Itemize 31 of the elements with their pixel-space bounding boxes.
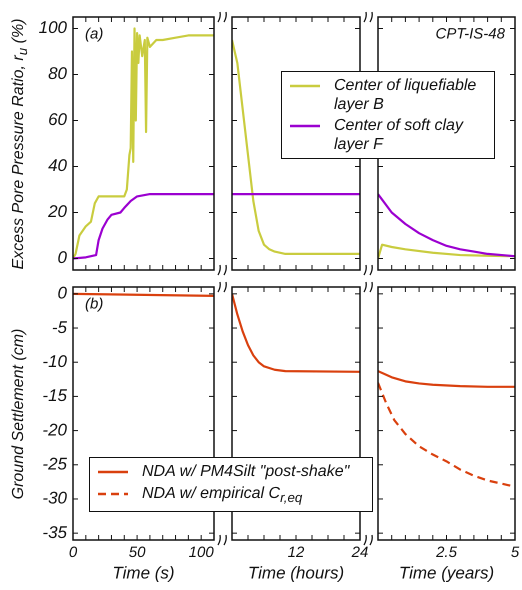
y-tick-label: 20 [47,202,68,222]
y-tick-label: 0 [58,284,68,303]
annotation: (a) [85,26,104,43]
y-tick-label: 60 [48,110,68,130]
x-tick-label: 2.5 [435,544,458,562]
x-axis-title: Time (s) [112,564,175,583]
x-tick-label: 50 [128,544,146,562]
y-tick-label: 80 [48,64,68,84]
y-tick-label: -15 [42,386,68,406]
y-tick-label: 40 [48,156,68,176]
annotation: CPT-IS-48 [436,26,506,43]
x-tick-label: 24 [350,544,368,562]
y-tick-label: -10 [42,352,68,371]
legend-label: Center of liquefiable layer B [334,76,478,114]
y-tick-label: -30 [42,488,68,508]
y-tick-label: -5 [52,318,68,337]
y-tick-label: 0 [58,248,68,268]
y-tick-label: -35 [42,522,68,542]
legend-label: Center of soft clay layer F [334,116,465,154]
legend-label: NDA w/ PM4Silt "post-shake" [142,462,350,481]
x-tick-label: 12 [288,544,305,562]
annotation: (b) [85,296,104,313]
legend-label: NDA w/ empirical C$_{r,eq}$ [142,484,302,508]
x-axis-title: Time (hours) [248,564,344,583]
x-axis-title: Time (years) [398,564,494,583]
y-tick-label: 100 [38,18,68,38]
y-tick-label: -25 [42,454,68,474]
y-tick-label: -20 [42,420,68,440]
y-axis-title: Ground Settlement (cm) [10,327,28,501]
x-tick-label: 5 [510,544,520,562]
x-tick-label: 100 [188,544,214,562]
